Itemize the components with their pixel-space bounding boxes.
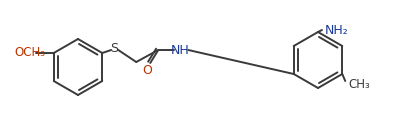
Text: O: O [142, 64, 152, 77]
Text: CH₃: CH₃ [347, 77, 369, 90]
Text: NH₂: NH₂ [324, 23, 348, 36]
Text: NH: NH [171, 44, 189, 57]
Text: S: S [110, 42, 118, 55]
Text: OCH₃: OCH₃ [14, 46, 45, 59]
